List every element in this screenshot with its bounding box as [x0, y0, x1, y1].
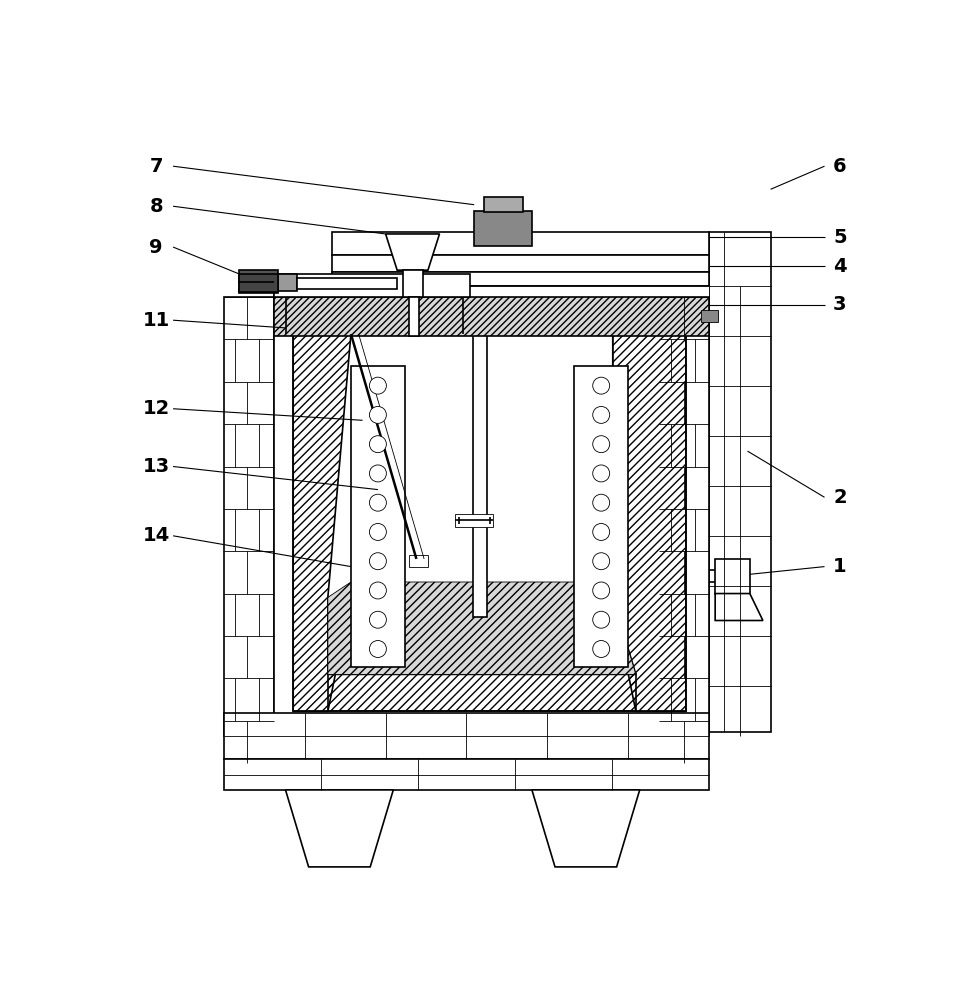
Bar: [403, 270, 422, 297]
Circle shape: [592, 377, 610, 394]
Bar: [274, 297, 709, 336]
Bar: [474, 332, 487, 617]
Bar: [709, 232, 771, 732]
Text: 3: 3: [833, 295, 847, 314]
Bar: [574, 366, 628, 667]
Bar: [239, 274, 278, 292]
Bar: [278, 274, 297, 291]
Bar: [485, 197, 522, 212]
Polygon shape: [285, 790, 393, 867]
Polygon shape: [328, 334, 636, 674]
Bar: [701, 310, 719, 322]
Circle shape: [592, 465, 610, 482]
Text: 7: 7: [150, 157, 163, 176]
Text: 6: 6: [833, 157, 847, 176]
Circle shape: [369, 465, 386, 482]
Text: 5: 5: [833, 228, 847, 247]
Circle shape: [592, 582, 610, 599]
Bar: [487, 302, 492, 309]
Circle shape: [592, 611, 610, 628]
Circle shape: [369, 641, 386, 657]
Text: 4: 4: [833, 257, 847, 276]
Bar: [454, 306, 505, 333]
Circle shape: [592, 523, 610, 540]
Circle shape: [592, 553, 610, 570]
Circle shape: [592, 494, 610, 511]
Bar: [293, 334, 686, 711]
Text: 13: 13: [143, 457, 170, 476]
Bar: [462, 302, 467, 309]
Bar: [456, 302, 461, 309]
Bar: [224, 759, 709, 790]
Bar: [469, 302, 474, 309]
Circle shape: [369, 553, 386, 570]
Circle shape: [369, 436, 386, 453]
Bar: [481, 302, 486, 309]
Bar: [499, 302, 504, 309]
Text: 9: 9: [150, 238, 163, 257]
Bar: [332, 232, 709, 255]
Bar: [332, 272, 709, 286]
Text: 14: 14: [143, 526, 170, 545]
Polygon shape: [716, 594, 763, 620]
Text: 8: 8: [150, 197, 163, 216]
Bar: [475, 302, 480, 309]
Bar: [332, 255, 709, 272]
Circle shape: [592, 436, 610, 453]
Bar: [454, 514, 493, 527]
Bar: [409, 297, 419, 336]
Bar: [493, 302, 498, 309]
Text: 1: 1: [833, 557, 847, 576]
Bar: [297, 278, 397, 289]
Circle shape: [369, 377, 386, 394]
Circle shape: [592, 406, 610, 423]
Text: 2: 2: [833, 488, 847, 507]
Text: 12: 12: [143, 399, 170, 418]
Bar: [351, 366, 405, 667]
Bar: [274, 297, 709, 736]
Circle shape: [592, 641, 610, 657]
Circle shape: [369, 611, 386, 628]
Bar: [474, 211, 532, 246]
Bar: [274, 274, 470, 297]
Bar: [224, 713, 709, 759]
Bar: [239, 270, 278, 293]
Polygon shape: [385, 234, 440, 270]
Bar: [716, 559, 750, 594]
Polygon shape: [328, 582, 636, 674]
Circle shape: [369, 523, 386, 540]
Polygon shape: [532, 790, 640, 867]
Circle shape: [369, 582, 386, 599]
Bar: [409, 555, 428, 567]
Circle shape: [369, 406, 386, 423]
Bar: [224, 297, 274, 736]
Bar: [274, 286, 709, 332]
Bar: [274, 286, 709, 297]
Circle shape: [369, 494, 386, 511]
Text: 11: 11: [143, 311, 170, 330]
